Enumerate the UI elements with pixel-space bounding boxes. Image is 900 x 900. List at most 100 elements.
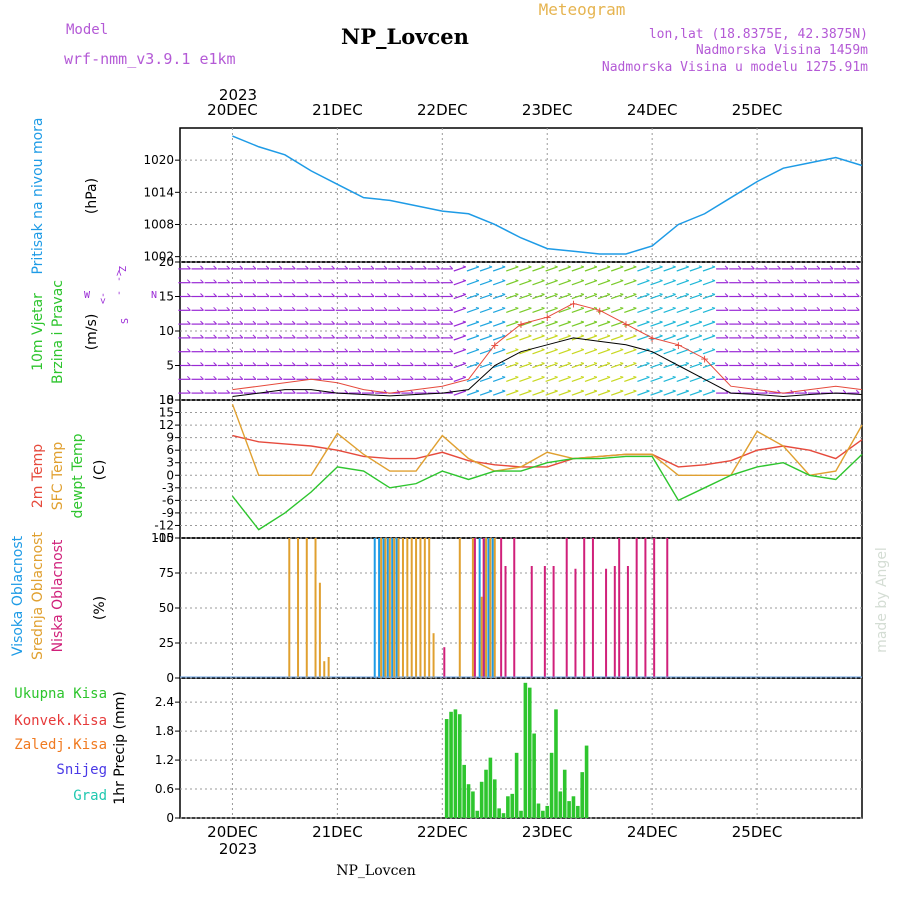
wind-barb-head (278, 306, 283, 311)
wind-barb-head (580, 348, 584, 351)
wind-barb (519, 349, 532, 355)
wind-barb-head (409, 362, 414, 366)
wind-barb-head (213, 362, 217, 366)
wind-barb (610, 349, 624, 355)
wind-barb-head (213, 265, 217, 270)
wind-barb-head (252, 306, 257, 311)
wind-barb (637, 335, 650, 341)
wind-barb-head (606, 362, 611, 364)
wind-barb-head (515, 362, 519, 364)
wind-barb-head (855, 389, 860, 394)
wind-barb (610, 266, 624, 272)
wind-barb (492, 293, 506, 300)
wind-barb (663, 266, 676, 272)
wind-barb (558, 293, 571, 300)
wind-barb (624, 349, 637, 355)
wind-barb (492, 335, 506, 341)
wind-barb-head (646, 279, 650, 282)
wind-barb-head (816, 306, 821, 311)
wind-barb-head (685, 279, 689, 282)
wind-barb-head (252, 279, 257, 284)
wind-barb-head (305, 265, 309, 270)
wind-barb-head (383, 306, 388, 311)
wind-barb-head (370, 320, 375, 325)
wind-barb (624, 362, 637, 369)
wind-barb-head (646, 375, 650, 378)
wind-barb-head (462, 375, 466, 378)
wind-barb-head (829, 293, 834, 297)
wind-barb-head (842, 293, 847, 297)
dir-s: S (120, 318, 131, 324)
wind-barb-head (331, 334, 335, 339)
wind-barb-head (554, 265, 558, 268)
wind-barb-head (383, 334, 388, 339)
wind-barb (584, 280, 598, 286)
wind-barb (571, 266, 585, 272)
wind-barb-head (278, 265, 283, 270)
y-tick-label: 100 (151, 531, 174, 545)
wind-barb-head (711, 293, 716, 295)
wind-barb-head (554, 279, 558, 282)
wind-barb-head (278, 334, 283, 339)
wind-barb-head (750, 306, 755, 311)
wind-barb (532, 349, 545, 355)
wind-barb-head (855, 320, 860, 325)
wind-barb (584, 321, 598, 327)
wind-barb-head (842, 389, 847, 394)
wind-barb-head (370, 375, 375, 380)
wind-barb (453, 307, 466, 313)
wind-barb-head (291, 293, 296, 297)
wind-barb-head (318, 306, 322, 311)
wind-barb-head (344, 348, 349, 353)
wind-barb-head (528, 334, 532, 337)
wind-barb-head (357, 293, 362, 297)
wind-barb-head (213, 306, 217, 311)
wind-barb-head (672, 279, 676, 282)
wind-barb (466, 335, 480, 341)
wind-barb-head (488, 306, 493, 309)
wind-barb-head (226, 375, 231, 380)
wind-barb (624, 335, 637, 341)
wind-barb (492, 307, 506, 313)
wind-barb-head (331, 348, 335, 353)
wind-barb-head (567, 306, 571, 309)
wind-barb (624, 266, 637, 272)
wind-barb (584, 349, 598, 355)
wind-barb-head (265, 279, 270, 284)
wind-barb (689, 293, 703, 300)
wind-barb (676, 293, 689, 300)
wind-barb-head (737, 265, 742, 270)
wind-barb-head (620, 279, 624, 282)
wind-barb-head (187, 362, 191, 366)
wind-barb-head (528, 389, 532, 392)
wind-barb-head (672, 265, 676, 268)
model-name: wrf-nmm_v3.9.1 e1km (64, 50, 236, 68)
wind-barb-head (816, 279, 821, 284)
wind-barb-head (370, 265, 375, 270)
wind-barb-head (790, 334, 795, 339)
wind-barb-head (291, 389, 296, 394)
precip-bar (527, 687, 532, 818)
wind-barb (479, 321, 493, 327)
wind-barb (545, 349, 558, 355)
precip-bar (519, 810, 523, 818)
wind-barb-head (685, 389, 689, 392)
wind-barb-head (593, 279, 598, 282)
precip-bar (545, 805, 550, 818)
wind-barb-head (187, 265, 191, 270)
wind-barb-head (620, 265, 624, 268)
wind-barb-head (816, 334, 821, 339)
y-tick-label: 20 (159, 255, 174, 269)
wind-barb-head (567, 293, 571, 295)
wind-barb-head (777, 334, 781, 339)
wind-barb-head (265, 265, 270, 270)
wind-barb-head (855, 279, 860, 284)
wind-barb-head (213, 389, 217, 394)
wind-barb (584, 376, 598, 382)
wind-barb-head (580, 265, 584, 268)
wind-barb-head (659, 389, 663, 392)
wind-barb (597, 349, 611, 355)
wind-barb-head (554, 306, 558, 309)
wind-barb (650, 307, 663, 313)
wind-barb-head (475, 362, 480, 364)
